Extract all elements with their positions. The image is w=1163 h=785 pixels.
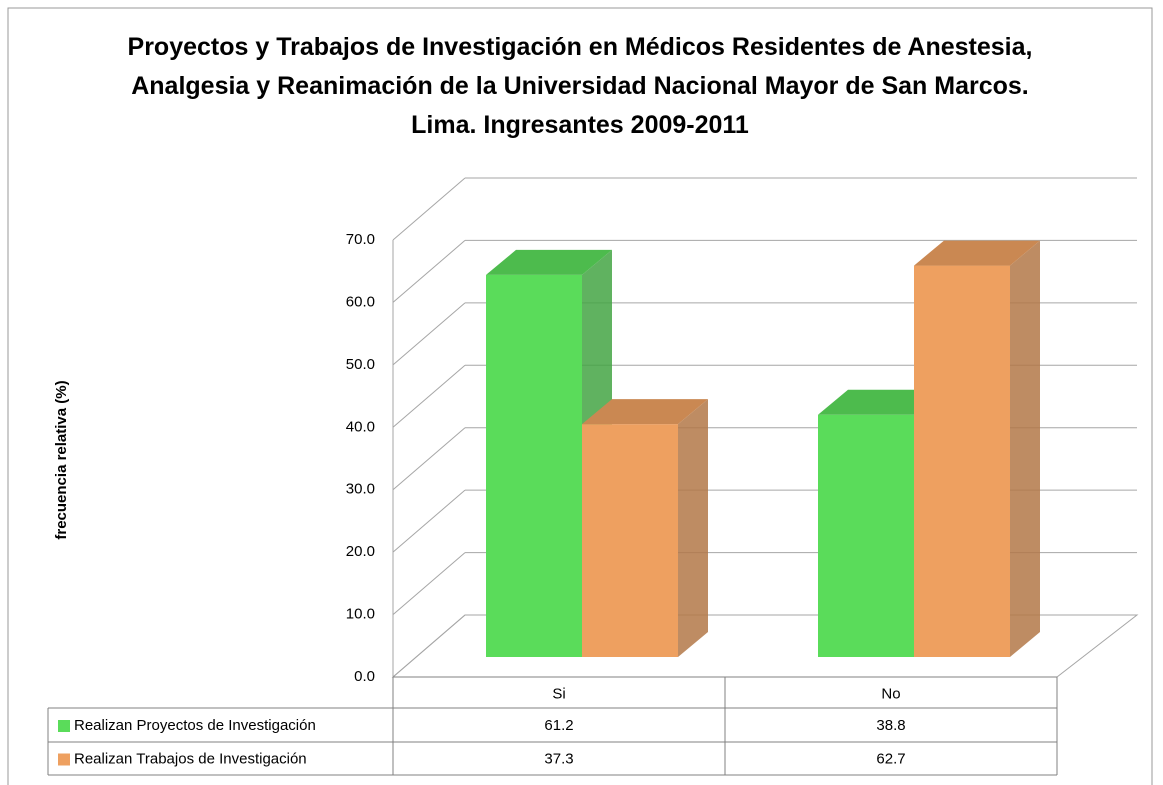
y-tick-label: 60.0: [346, 293, 375, 310]
bar-front: [582, 424, 678, 657]
grid-line: [392, 240, 466, 303]
y-axis-label: frecuencia relativa (%): [53, 380, 70, 539]
data-label: 61.2: [544, 717, 573, 734]
y-tick-label: 40.0: [346, 418, 375, 435]
y-tick-label: 0.0: [354, 668, 375, 685]
bar-front: [818, 414, 914, 657]
bar-side: [1010, 240, 1040, 657]
bar: [914, 240, 1040, 657]
y-tick-label: 70.0: [346, 231, 375, 248]
data-label: 37.3: [544, 750, 573, 767]
y-tick-label: 50.0: [346, 356, 375, 373]
x-tick-label: No: [881, 685, 900, 702]
chart-title: Proyectos y Trabajos de Investigación en…: [127, 33, 1033, 139]
grid-line: [392, 177, 466, 241]
legend-swatch: [58, 720, 70, 732]
legend-label: Realizan Proyectos de Investigación: [74, 717, 316, 734]
grid-line: [392, 489, 466, 553]
grid-line: [392, 552, 466, 615]
y-tick-label: 30.0: [346, 481, 375, 498]
y-tick-label: 10.0: [346, 606, 375, 623]
bar-top: [914, 240, 1040, 266]
grid-line: [392, 364, 466, 428]
bar-side: [678, 399, 708, 657]
bar-top: [486, 249, 612, 275]
bar: [582, 399, 708, 657]
legend-label: Realizan Trabajos de Investigación: [74, 750, 307, 767]
data-label: 62.7: [876, 750, 905, 767]
grid-line: [392, 427, 466, 491]
grid-line: [392, 302, 466, 366]
data-label: 38.8: [876, 717, 905, 734]
x-tick-label: Si: [552, 685, 565, 702]
bar-front: [914, 265, 1010, 657]
legend-swatch: [58, 753, 70, 766]
bar-top: [582, 399, 708, 425]
grid-line: [392, 614, 466, 678]
bar-top: [818, 389, 944, 415]
chart-border: [7, 7, 1153, 785]
y-tick-label: 20.0: [346, 543, 375, 560]
bar-front: [486, 274, 582, 657]
